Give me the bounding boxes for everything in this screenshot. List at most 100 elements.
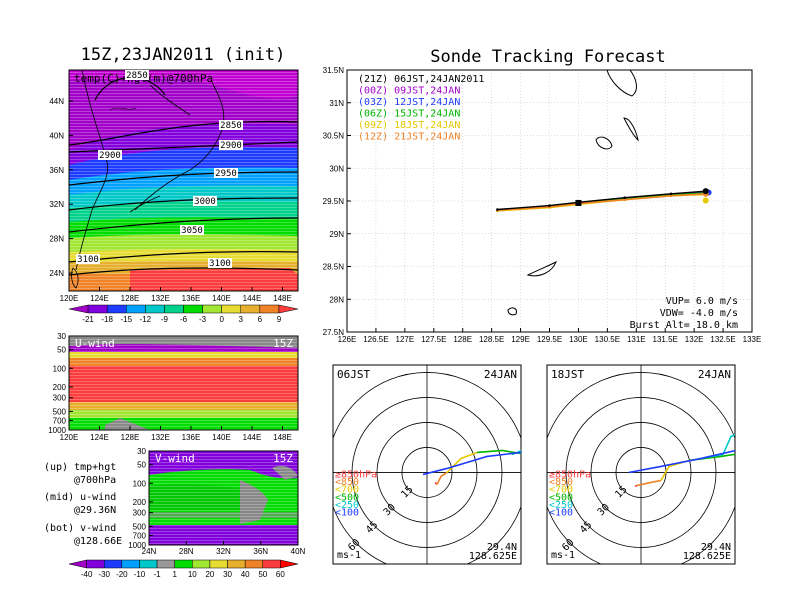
lat-tick-label: 32N [49, 200, 64, 209]
lat-tick-label: 28N [329, 295, 344, 304]
temperature-colorbar: -21 -18 -15 -12 -9 -6 -3 0 3 6 9 [68, 304, 299, 324]
lat-tick-label: 28N [49, 235, 64, 244]
track-params: VUP= 6.0 m/s VDW= -4.0 m/s Burst Alt= 18… [630, 296, 738, 331]
u-wind-label: U-wind [75, 337, 115, 350]
contour-label: 3100 [209, 259, 231, 269]
lon-tick-label: 129E [511, 335, 530, 344]
legend-entry: (21Z) 06JST,24JAN2011 [358, 74, 484, 85]
colorbar-cell [139, 559, 158, 569]
colorbar-cell [86, 559, 105, 569]
panel-notes: (up) tmp+hgt @700hPa (mid) u-wind @29.36… [44, 462, 122, 547]
lon-tick-label: 130.5E [595, 335, 620, 344]
colorbar-cell [280, 559, 299, 569]
hodo-lon: 128.625E [683, 551, 731, 562]
track-point [496, 208, 499, 211]
lon-tick-label: 136E [182, 433, 201, 442]
colorbar-cell [262, 559, 281, 569]
lon-tick-label: 131.5E [653, 335, 678, 344]
note-b: @29.36N [74, 505, 116, 516]
colorbar-label: 60 [276, 570, 285, 579]
lat-tick-label: 31N [329, 99, 344, 108]
colorbar-label: -6 [180, 315, 188, 324]
map-field [69, 70, 298, 291]
pressure-tick-label: 50 [137, 461, 146, 470]
colorbar-label: -12 [140, 315, 152, 324]
colorbar-cell [192, 559, 211, 569]
pressure-tick-label: 30 [137, 447, 146, 456]
legend-entry: (09Z) 18JST,24JAN [358, 120, 460, 131]
contour-label: 3050 [181, 226, 203, 236]
pressure-tick-label: 100 [133, 479, 147, 488]
lon-tick-label: 144E [243, 433, 262, 442]
level-legend: <250 [549, 500, 573, 511]
lon-tick-label: 140E [212, 433, 231, 442]
colorbar-label: 30 [223, 570, 232, 579]
pressure-tick-label: 1000 [48, 426, 66, 435]
level-legend: <700 [549, 485, 573, 496]
map-panel: temp(C)+hgt(m)@700hPa 2850 2850 2900 290… [49, 69, 299, 303]
track-point [669, 192, 673, 196]
lat-tick-label: 30.5N [323, 132, 345, 141]
colorbar-label: -30 [98, 570, 110, 579]
track-point [623, 196, 627, 200]
track-line [497, 193, 706, 211]
pressure-tick-label: 200 [133, 498, 147, 507]
level-legend: <500 [335, 492, 359, 503]
colorbar-label: 9 [277, 315, 282, 324]
colorbar-cell [278, 304, 299, 314]
colorbar-cell [240, 304, 261, 314]
colorbar-cell [164, 304, 184, 314]
track-lon-ticks: 126E 126.5E 127E 127.5E 128E 128.5E 129E 129.5E… [338, 328, 761, 344]
colorbar-label: 3 [239, 315, 244, 324]
wind-colorbar: -40 -30 -20 -10 -1 1 10 20 30 40 50 60 [68, 559, 299, 579]
contour-label: 3100 [77, 255, 99, 265]
hodo-date: 24JAN [484, 368, 517, 381]
colorbar-label: -40 [81, 570, 93, 579]
pressure-tick-label: 300 [53, 394, 67, 403]
colorbar-label: -9 [161, 315, 169, 324]
wind-trace [636, 479, 662, 487]
colorbar-label: -20 [116, 570, 128, 579]
lat-tick-label: 30N [329, 164, 344, 173]
wind-trace [422, 451, 521, 476]
lon-tick-label: 128E [121, 433, 140, 442]
track-panel: 31.5N 31N 30.5N 30N 29.5N 29N 28.5N 28N 27.5N 12… [323, 66, 762, 344]
lon-tick-label: 132E [685, 335, 704, 344]
lat-tick-label: 28N [179, 547, 194, 556]
track-lat-ticks: 31.5N 31N 30.5N 30N 29.5N 29N 28.5N 28N 27.5N [323, 66, 351, 337]
hodo-lat: 29.4N [487, 542, 517, 553]
lon-tick-label: 126.5E [363, 335, 388, 344]
track-point [669, 194, 673, 198]
colorbar-label: -1 [154, 570, 162, 579]
lon-tick-label: 126E [338, 335, 357, 344]
legend-entry: (06Z) 15JST,24JAN [358, 109, 460, 120]
u-wind-field [69, 336, 298, 430]
right-title: Sonde Tracking Forecast [430, 47, 665, 67]
hodo-time: 18JST [551, 368, 584, 381]
lat-tick-label: 24N [49, 269, 64, 278]
colorbar-cell [209, 559, 228, 569]
lon-tick-label: 129.5E [537, 335, 562, 344]
level-legend: <850 [549, 477, 573, 488]
pressure-tick-label: 1000 [128, 541, 146, 550]
lon-tick-label: 130E [569, 335, 588, 344]
colorbar-label: -3 [199, 315, 207, 324]
colorbar-cell [126, 304, 146, 314]
colorbar-label: 20 [205, 570, 214, 579]
lat-tick-label: 40N [291, 547, 306, 556]
track-series [496, 188, 712, 213]
lon-tick-label: 132.5E [710, 335, 735, 344]
legend-entry: (03Z) 12JST,24JAN [358, 97, 460, 108]
hodo-unit: ms-1 [551, 550, 575, 561]
lon-tick-label: 148E [273, 433, 292, 442]
lat-tick-label: 36N [49, 166, 64, 175]
lon-tick-label: 144E [243, 294, 262, 303]
lon-tick-label: 128.5E [479, 335, 504, 344]
contour-label: 3000 [194, 197, 216, 207]
wind-trace [628, 449, 735, 474]
lon-tick-label: 132E [151, 294, 170, 303]
colorbar-label: 6 [258, 315, 263, 324]
